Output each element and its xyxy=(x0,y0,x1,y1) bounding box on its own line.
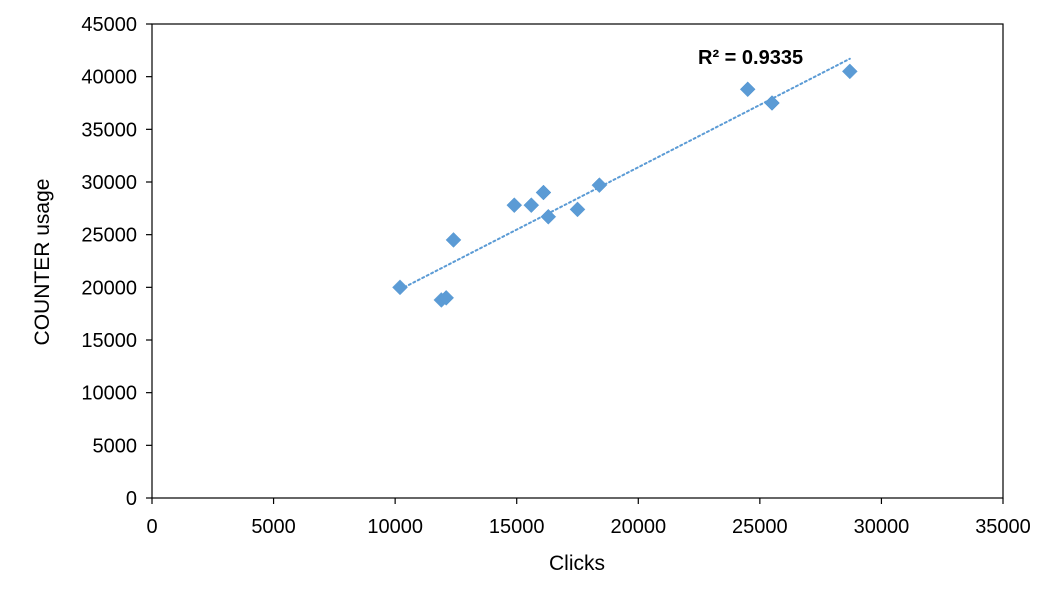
y-tick-label: 45000 xyxy=(81,14,137,36)
y-tick-label: 15000 xyxy=(81,330,137,352)
trendline xyxy=(399,57,851,291)
x-tick-label: 30000 xyxy=(854,516,910,538)
x-axis-title: Clicks xyxy=(549,552,605,575)
y-tick-label: 0 xyxy=(126,488,137,510)
x-tick-label: 5000 xyxy=(251,516,296,538)
y-axis-title: COUNTER usage xyxy=(31,179,54,346)
trendline-group xyxy=(399,57,851,291)
x-tick-label: 25000 xyxy=(732,516,788,538)
data-point xyxy=(569,201,586,218)
y-tick-label: 25000 xyxy=(81,225,137,247)
tick-labels: 0 5000 10000 15000 20000 25000 30000 35000 0 5000… xyxy=(81,14,1030,538)
y-tick-label: 40000 xyxy=(81,67,137,89)
y-tick-label: 10000 xyxy=(81,383,137,405)
data-point xyxy=(841,63,858,80)
r-squared-label: R² = 0.9335 xyxy=(698,47,803,69)
axes xyxy=(146,23,1004,504)
x-tick-label: 15000 xyxy=(489,516,545,538)
data-point xyxy=(445,232,462,248)
data-point xyxy=(392,279,408,296)
y-tick-label: 35000 xyxy=(81,119,137,141)
data-point xyxy=(739,81,756,98)
y-tick-label: 20000 xyxy=(81,277,137,299)
x-tick-label: 0 xyxy=(146,516,157,538)
x-tick-label: 10000 xyxy=(367,516,423,538)
data-point xyxy=(535,184,552,201)
data-points xyxy=(392,63,858,308)
y-tick-label: 5000 xyxy=(93,435,138,457)
data-point xyxy=(506,197,523,214)
data-point xyxy=(523,197,540,214)
x-tick-label: 35000 xyxy=(975,516,1031,538)
data-point xyxy=(591,177,608,194)
data-point xyxy=(438,290,455,306)
plot-area-frame xyxy=(151,23,1004,499)
y-tick-label: 30000 xyxy=(81,172,137,194)
data-point xyxy=(540,208,557,225)
data-point xyxy=(764,95,780,111)
x-tick-label: 20000 xyxy=(610,516,666,538)
